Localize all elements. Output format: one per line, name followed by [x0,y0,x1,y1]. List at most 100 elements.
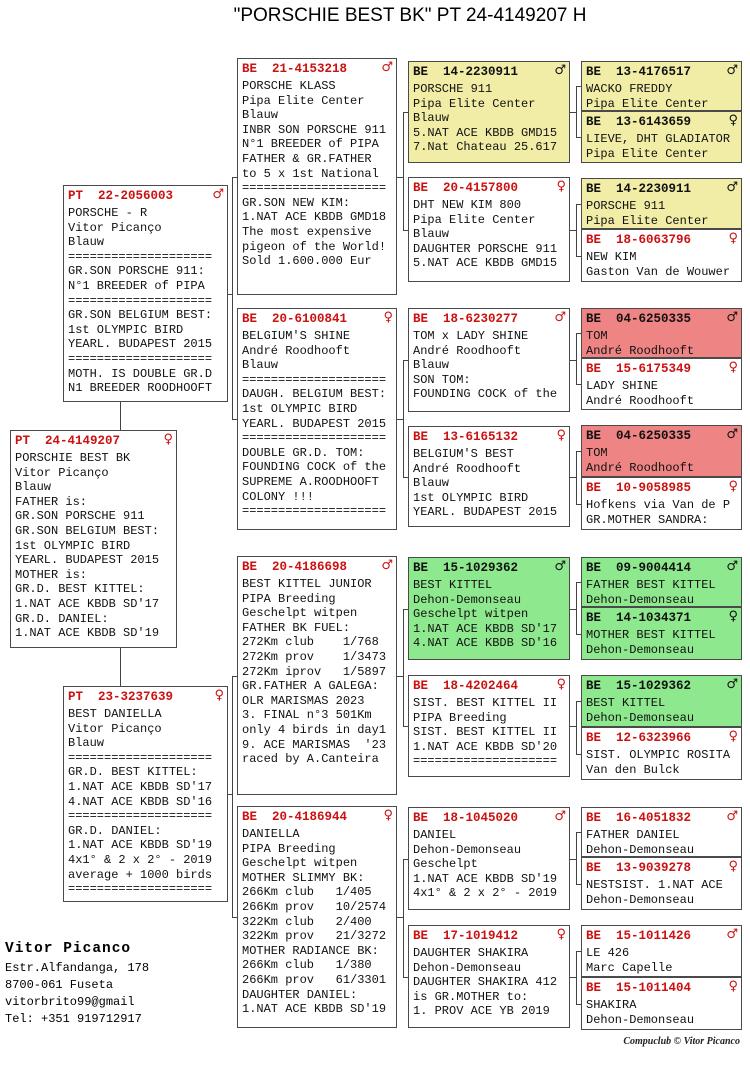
female-icon: ♀ [214,688,224,703]
connector-line [576,701,581,702]
connector-line [232,419,237,420]
pedigree-box-text: BEST KITTEL Dehon-Demonseau [586,696,695,725]
pedigree-box-text: Hofkens via Van de P GR.MOTHER SANDRA: [586,498,731,527]
ring-number: BE 15-1029362 ♂ [586,677,738,693]
male-icon: ♂ [554,63,566,78]
pedigree-box-be-09-9004414: BE 09-9004414 ♂ FATHER BEST KITTEL Dehon-D… [581,557,742,607]
footer-credit: Compuclub © Vitor Picanco [623,1036,740,1047]
pedigree-box-be-13-4176517: BE 13-4176517 ♂ WACKO FREDDY Pipa Elite Ce… [581,61,742,111]
pedigree-box-text: NEW KIM Gaston Van de Wouwer [586,250,731,279]
connector-line [570,112,577,113]
ring-number: BE 14-2230911 ♂ [586,180,738,196]
female-icon: ♀ [163,432,173,447]
male-icon: ♂ [726,559,738,574]
connector-line [403,112,408,113]
pedigree-box-text: PORSCHE 911 Pipa Elite Center Blauw 5.NA… [413,82,558,155]
ring-number: BE 13-4176517 ♂ [586,63,738,79]
pedigree-box-be-15-6175349: BE 15-6175349 ♀ LADY SHINE André Roodhooft [581,358,742,410]
connector-line [570,360,577,361]
connector-line [397,676,404,677]
pedigree-box-pt-22-2056003: PT 22-2056003 ♂ PORSCHE - R Vitor Picanço … [63,185,228,402]
pedigree-box-be-04-6250335: BE 04-6250335 ♂ TOM André Roodhooft [581,425,742,477]
connector-line [576,333,577,385]
connector-line [403,360,404,478]
pedigree-box-text: NESTSIST. 1.NAT ACE Dehon-Demonseau [586,878,723,907]
pedigree-box-be-14-2230911: BE 14-2230911 ♂ PORSCHE 911 Pipa Elite Cen… [408,61,570,163]
pedigree-box-be-20-4186944: BE 20-4186944 ♀ DANIELLA PIPA Breeding Ges… [237,806,397,1028]
male-icon: ♂ [554,809,566,824]
pedigree-box-be-13-9039278: BE 13-9039278 ♀ NESTSIST. 1.NAT ACE Dehon-… [581,857,742,910]
connector-line [576,204,577,257]
connector-line [228,794,233,795]
pedigree-box-be-16-4051832: BE 16-4051832 ♂ FATHER DANIEL Dehon-Demons… [581,807,742,857]
connector-line [576,451,577,505]
contact-block: Vitor Picanco Estr.Alfandanga, 178 8700-… [5,938,149,1028]
connector-line [570,477,577,478]
connector-line [576,754,581,755]
pedigree-box-be-15-1011404: BE 15-1011404 ♀ SHAKIRA Dehon-Demonseau [581,977,742,1030]
female-icon: ♀ [556,179,566,194]
female-icon: ♀ [728,729,738,744]
connector-line [403,859,404,978]
connector-line [228,294,233,295]
pedigree-box-be-18-6230277: BE 18-6230277 ♂ TOM x LADY SHINE André Roo… [408,308,570,412]
pedigree-box-text: BELGIUM'S BEST André Roodhooft Blauw 1st… [413,447,558,520]
pedigree-box-text: TOM André Roodhooft [586,446,695,475]
connector-line [120,648,121,686]
male-icon: ♂ [726,427,738,442]
male-icon: ♂ [726,927,738,942]
ring-number: BE 20-4186698 ♂ [242,558,393,574]
ring-number: BE 18-6063796 ♀ [586,231,738,247]
pedigree-box-be-20-4186698: BE 20-4186698 ♂ BEST KITTEL JUNIOR PIPA Br… [237,556,397,795]
contact-email: vitorbrito99@gmail [5,995,135,1009]
female-icon: ♀ [728,609,738,624]
pedigree-box-text: BEST DANIELLA Vitor Picanço Blauw ======… [68,707,213,897]
pedigree-box-be-18-6063796: BE 18-6063796 ♀ NEW KIM Gaston Van de Wouw… [581,229,742,282]
connector-line [403,609,404,727]
pedigree-box-text: FATHER BEST KITTEL Dehon-Demonseau [586,578,716,607]
page-title: "PORSCHIE BEST BK" PT 24-4149207 H [233,5,587,26]
ring-number: BE 14-1034371 ♀ [586,609,738,625]
pedigree-box-pt-24-4149207: PT 24-4149207 ♀ PORSCHIE BEST BK Vitor Pic… [10,430,177,648]
connector-line [576,832,577,885]
pedigree-box-be-20-6100841: BE 20-6100841 ♀ BELGIUM'S SHINE André Rood… [237,308,397,530]
pedigree-box-be-15-1029362: BE 15-1029362 ♂ BEST KITTEL Dehon-Demonsea… [408,557,570,660]
connector-line [403,230,408,231]
ring-number: BE 21-4153218 ♂ [242,60,393,76]
ring-number: BE 13-6165132 ♀ [413,428,566,444]
connector-line [576,582,581,583]
pedigree-box-be-13-6143659: BE 13-6143659 ♀ LIEVE, DHT GLADIATOR Pipa … [581,111,742,163]
pedigree-box-text: BEST KITTEL Dehon-Demonseau Geschelpt wi… [413,578,558,651]
connector-line [403,859,408,860]
connector-line [232,676,233,918]
ring-number: BE 10-9058985 ♀ [586,479,738,495]
connector-line [576,86,581,87]
male-icon: ♂ [554,310,566,325]
pedigree-box-be-10-9058985: BE 10-9058985 ♀ Hofkens via Van de P GR.MO… [581,477,742,530]
ring-number: PT 24-4149207 ♀ [15,432,173,448]
pedigree-box-text: FATHER DANIEL Dehon-Demonseau [586,828,695,857]
connector-line [576,582,577,635]
connector-line [570,726,577,727]
pedigree-box-pt-23-3237639: PT 23-3237639 ♀ BEST DANIELLA Vitor Picanç… [63,686,228,902]
ring-number: BE 15-1029362 ♂ [413,559,566,575]
ring-number: PT 23-3237639 ♀ [68,688,224,704]
pedigree-box-be-21-4153218: BE 21-4153218 ♂ PORSCHE KLASS Pipa Elite C… [237,58,397,295]
pedigree-box-text: BEST KITTEL JUNIOR PIPA Breeding Geschel… [242,577,387,767]
ring-number: BE 20-4186944 ♀ [242,808,393,824]
pedigree-box-text: LADY SHINE André Roodhooft [586,379,695,408]
connector-line [570,977,577,978]
connector-line [576,137,581,138]
connector-line [232,917,237,918]
female-icon: ♀ [556,428,566,443]
connector-line [570,859,577,860]
pedigree-box-text: PORSCHE 911 Pipa Elite Center [586,199,709,228]
female-icon: ♀ [728,360,738,375]
pedigree-box-text: DANIEL Dehon-Demonseau Geschelpt 1.NAT A… [413,828,558,901]
pedigree-box-text: BELGIUM'S SHINE André Roodhooft Blauw ==… [242,329,387,519]
connector-line [570,609,577,610]
pedigree-box-text: SIST. BEST KITTEL II PIPA Breeding SIST.… [413,696,558,769]
connector-line [576,634,581,635]
female-icon: ♀ [383,310,393,325]
pedigree-box-be-18-4202464: BE 18-4202464 ♀ SIST. BEST KITTEL II PIPA … [408,675,570,777]
